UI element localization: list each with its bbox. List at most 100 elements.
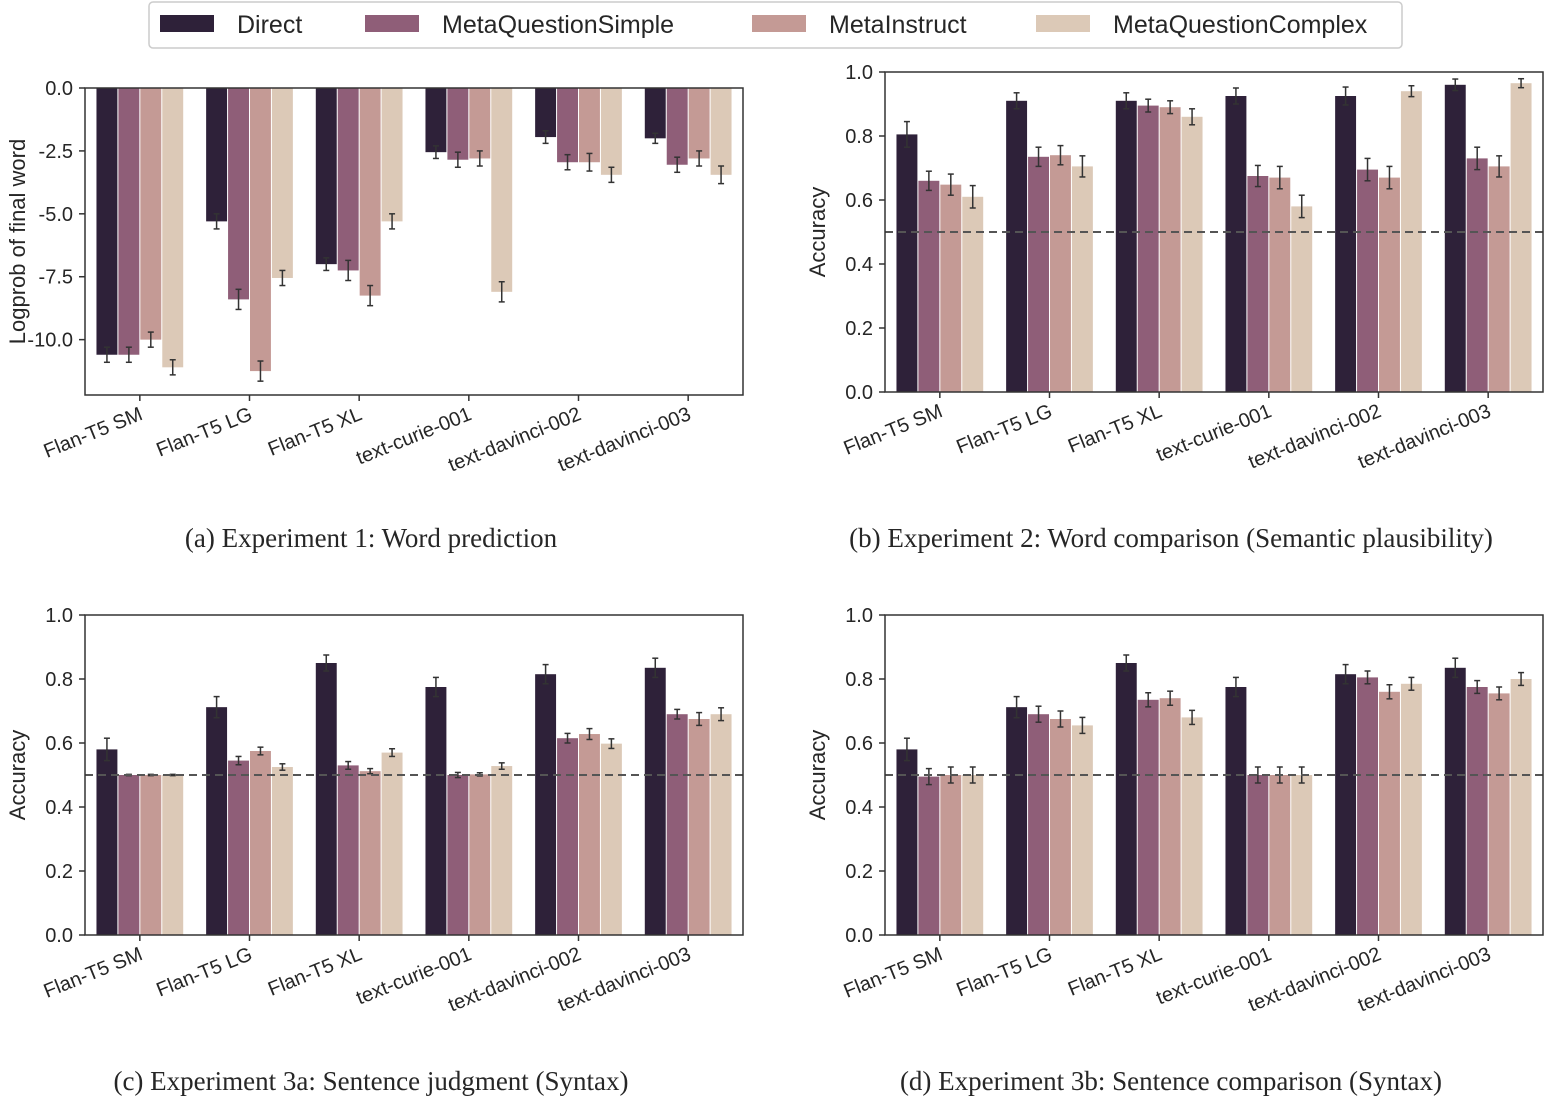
bar	[666, 714, 688, 935]
y-tick-label: -5.0	[39, 204, 73, 226]
bar	[600, 88, 622, 175]
y-tick-label: 0.0	[45, 78, 73, 100]
y-tick-label: 0.2	[845, 318, 873, 340]
bar	[271, 767, 293, 935]
bar	[337, 765, 359, 935]
bar	[1488, 693, 1510, 935]
bar	[1028, 714, 1049, 935]
y-tick-label: 0.4	[45, 797, 73, 819]
bar	[1006, 707, 1028, 935]
bar	[1247, 176, 1269, 392]
subplot-caption: (d) Experiment 3b: Sentence comparison (…	[900, 1066, 1442, 1096]
bar	[1400, 683, 1422, 935]
bar	[425, 687, 447, 935]
x-tick-label: Flan-T5 LG	[153, 943, 255, 1001]
y-tick-label: 0.2	[45, 861, 73, 883]
bar	[918, 180, 940, 392]
bar	[469, 774, 491, 935]
bar	[557, 88, 578, 163]
bar	[1050, 719, 1071, 935]
bar	[1510, 83, 1532, 392]
bar	[940, 775, 962, 935]
bar	[1115, 100, 1137, 393]
bar	[359, 771, 381, 935]
bar	[162, 88, 184, 368]
bar	[337, 88, 359, 271]
bar	[447, 775, 469, 935]
y-tick-label: 0.6	[45, 733, 73, 755]
bar	[206, 88, 228, 222]
bar	[250, 751, 271, 935]
legend: Direct MetaQuestionSimple MetaInstruct Meta…	[148, 1, 1403, 49]
x-tick-label: Flan-T5 SM	[841, 400, 946, 460]
y-tick-label: 0.0	[845, 382, 873, 404]
x-tick-label: Flan-T5 XL	[265, 403, 365, 460]
bar	[1225, 96, 1247, 392]
y-tick-label: 0.4	[845, 254, 873, 276]
bar	[1357, 677, 1378, 935]
bar	[469, 88, 491, 159]
legend-swatch	[160, 15, 214, 32]
bar	[118, 775, 140, 935]
bar	[688, 719, 710, 935]
bar	[1225, 687, 1247, 935]
bar	[1379, 177, 1400, 392]
bar	[206, 707, 228, 935]
bar	[1115, 663, 1137, 935]
bar	[1181, 717, 1203, 935]
bar	[1137, 699, 1159, 935]
bar	[1159, 698, 1181, 935]
bar	[315, 663, 337, 935]
legend-label: MetaQuestionSimple	[442, 11, 674, 39]
x-tick-label: Flan-T5 LG	[153, 403, 255, 461]
bar	[644, 88, 666, 139]
bar	[1071, 166, 1093, 392]
bar	[962, 196, 984, 392]
legend-label: Direct	[237, 11, 302, 39]
y-tick-label: 0.6	[845, 733, 873, 755]
bar	[535, 88, 557, 138]
bar	[666, 88, 688, 165]
y-tick-label: 1.0	[845, 62, 873, 84]
x-tick-label: Flan-T5 LG	[953, 943, 1055, 1001]
bar	[1181, 116, 1203, 393]
bar	[710, 88, 732, 175]
bar	[1269, 177, 1291, 392]
y-axis-label: Accuracy	[805, 730, 830, 820]
y-tick-label: 0.0	[845, 925, 873, 947]
bar	[557, 738, 578, 935]
legend-swatch	[1036, 15, 1090, 32]
bar	[1400, 91, 1422, 392]
bar	[271, 88, 293, 278]
y-tick-label: -10.0	[27, 330, 73, 352]
y-axis-label: Accuracy	[805, 187, 830, 277]
bar	[1291, 775, 1313, 935]
subplot-c: 0.0 0.2 0.4 0.6 0.8 1.0 Flan-T5 SM Flan-T5 LG Fl…	[5, 605, 744, 1096]
bar	[710, 714, 732, 935]
subplot-b: 0.0 0.2 0.4 0.6 0.8 1.0 Flan-T5 SM Flan-T5 LG Fl…	[805, 62, 1544, 553]
subplot-caption: (a) Experiment 1: Word prediction	[185, 523, 558, 553]
x-tick-label: Flan-T5 SM	[41, 403, 146, 463]
bar	[1291, 206, 1313, 392]
bar	[228, 88, 249, 300]
bar	[491, 88, 513, 292]
y-tick-label: 0.2	[845, 861, 873, 883]
bar	[535, 674, 557, 935]
x-tick-label: Flan-T5 XL	[265, 943, 365, 1000]
x-tick-label: Flan-T5 XL	[1065, 400, 1165, 457]
bar	[940, 184, 962, 392]
y-axis-label: Logprob of final word	[5, 139, 30, 344]
bar	[1444, 84, 1466, 393]
bar	[447, 88, 469, 160]
y-tick-label: 0.8	[845, 669, 873, 691]
subplot-caption: (b) Experiment 2: Word comparison (Seman…	[849, 523, 1493, 553]
bar	[1444, 667, 1466, 935]
legend-label: MetaQuestionComplex	[1113, 11, 1368, 39]
bar	[1006, 100, 1028, 393]
legend-label: MetaInstruct	[829, 11, 967, 39]
legend-swatch	[365, 15, 419, 32]
bar	[1137, 105, 1159, 392]
bar	[1357, 169, 1378, 392]
bar	[96, 88, 118, 355]
bar	[1335, 674, 1357, 935]
